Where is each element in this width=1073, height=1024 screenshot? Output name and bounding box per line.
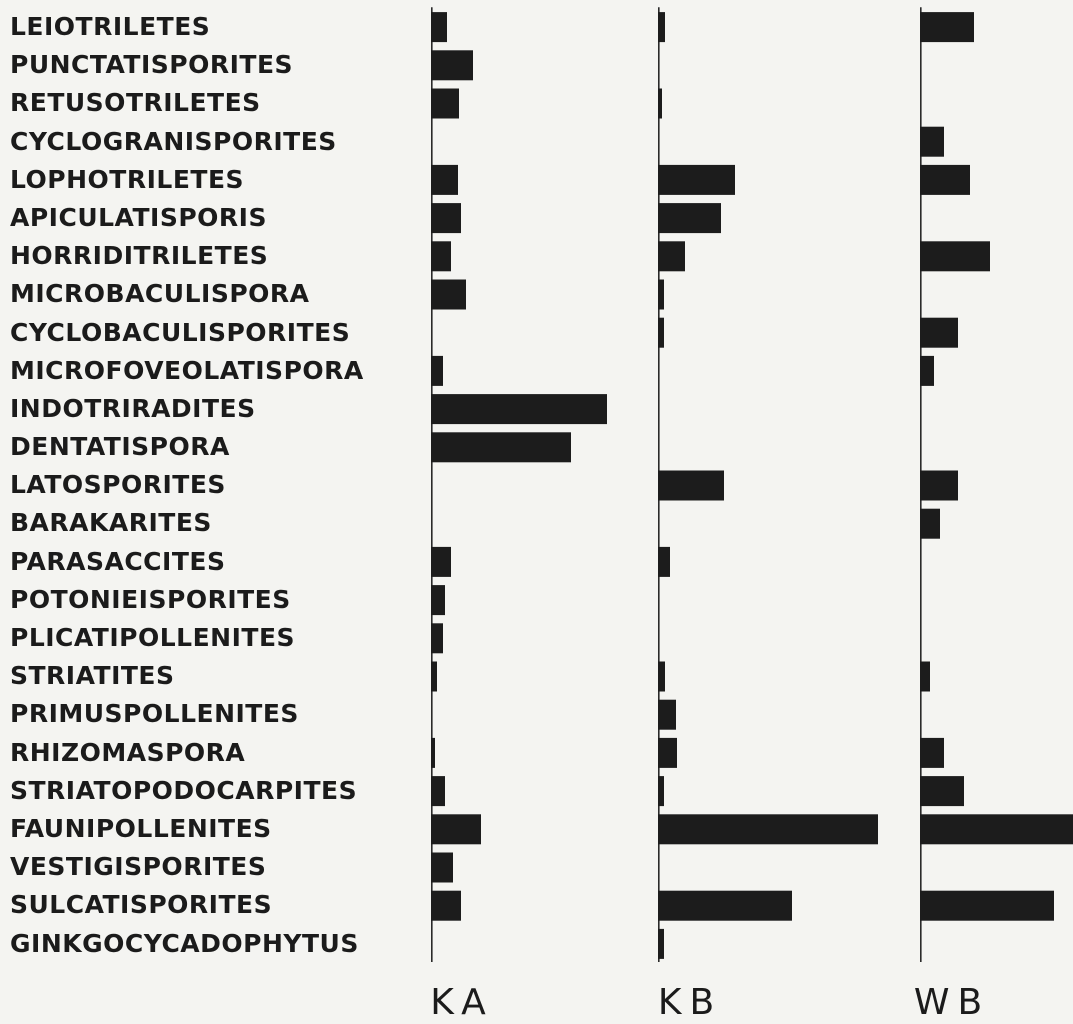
bar-ka [431,12,447,43]
category-label: GINKGOCYCADOPHYTUS [10,928,359,958]
bar-wb [920,661,930,692]
bar-kb [658,928,664,959]
category-label: INDOTRIRADITES [10,393,256,423]
category-label: FAUNIPOLLENITES [10,813,272,843]
category-label: PLICATIPOLLENITES [10,623,296,652]
bar-ka [431,852,453,883]
bar-wb [920,241,990,272]
bar-ka [431,164,458,195]
bar-ka [431,546,451,577]
bar-wb [920,814,1073,845]
category-label: CYCLOBACULISPORITES [10,317,351,347]
bar-ka [431,890,461,921]
bar-kb [658,776,664,807]
bar-kb [658,164,735,195]
bar-wb [920,164,970,195]
category-label: MICROBACULISPORA [10,279,310,309]
bar-ka [431,776,445,807]
category-label: LOPHOTRILETES [10,164,245,194]
bar-wb [920,126,944,157]
bar-ka [431,203,461,234]
bar-kb [658,661,665,692]
series-label-wb: WB [913,982,991,1023]
bar-wb [920,508,940,539]
bar-ka [431,661,437,692]
category-label: LATOSPORITES [10,470,226,500]
category-label: VESTIGISPORITES [10,852,267,882]
category-label: PRIMUSPOLLENITES [10,699,299,729]
category-label: BARAKARITES [10,508,212,538]
bar-ka [431,432,571,463]
category-label: RHIZOMASPORA [10,737,246,767]
category-label: STRIATITES [10,661,175,691]
bar-kb [658,814,878,845]
category-label: PARASACCITES [10,546,226,576]
category-label: STRIATOPODOCARPITES [10,775,358,805]
bar-ka [431,623,443,654]
bar-kb [658,546,670,577]
bar-kb [658,470,724,501]
category-label: PUNCTATISPORITES [10,50,294,80]
bar-ka [431,814,481,845]
category-label: SULCATISPORITES [10,890,273,920]
bar-kb [658,699,676,730]
bar-wb [920,737,944,768]
bar-kb [658,12,665,43]
bar-kb [658,317,664,348]
category-label: LEIOTRILETES [10,12,211,41]
bar-ka [431,241,451,272]
category-label: HORRIDITRILETES [10,241,269,271]
bar-wb [920,12,974,43]
bar-ka [431,88,459,119]
bar-wb [920,776,964,807]
category-label: MICROFOVEOLATISPORA [10,355,364,385]
bar-wb [920,890,1054,921]
bar-kb [658,737,677,768]
category-label: RETUSOTRILETES [10,88,261,118]
genus-labels: LEIOTRILETES PUNCTATISPORITES RETUSOTRILET… [10,8,430,963]
bar-ka [431,585,445,616]
bar-kb [658,88,662,119]
bar-kb [658,203,721,234]
bar-kb [658,241,685,272]
bar-wb [920,470,958,501]
bar-ka [431,279,466,310]
bar-wb [920,317,958,348]
category-label: CYCLOGRANISPORITES [10,126,337,156]
series-label-ka: KA [430,982,494,1023]
category-label: APICULATISPORIS [10,202,267,232]
category-label: DENTATISPORA [10,432,230,462]
bar-ka [431,737,435,768]
bar-wb [920,355,934,386]
category-label: POTONIEISPORITES [10,584,291,614]
bar-ka [431,50,473,81]
bar-ka [431,355,443,386]
bar-kb [658,279,664,310]
bar-ka [431,394,607,425]
series-label-kb: KB [657,982,723,1023]
bar-kb [658,890,792,921]
